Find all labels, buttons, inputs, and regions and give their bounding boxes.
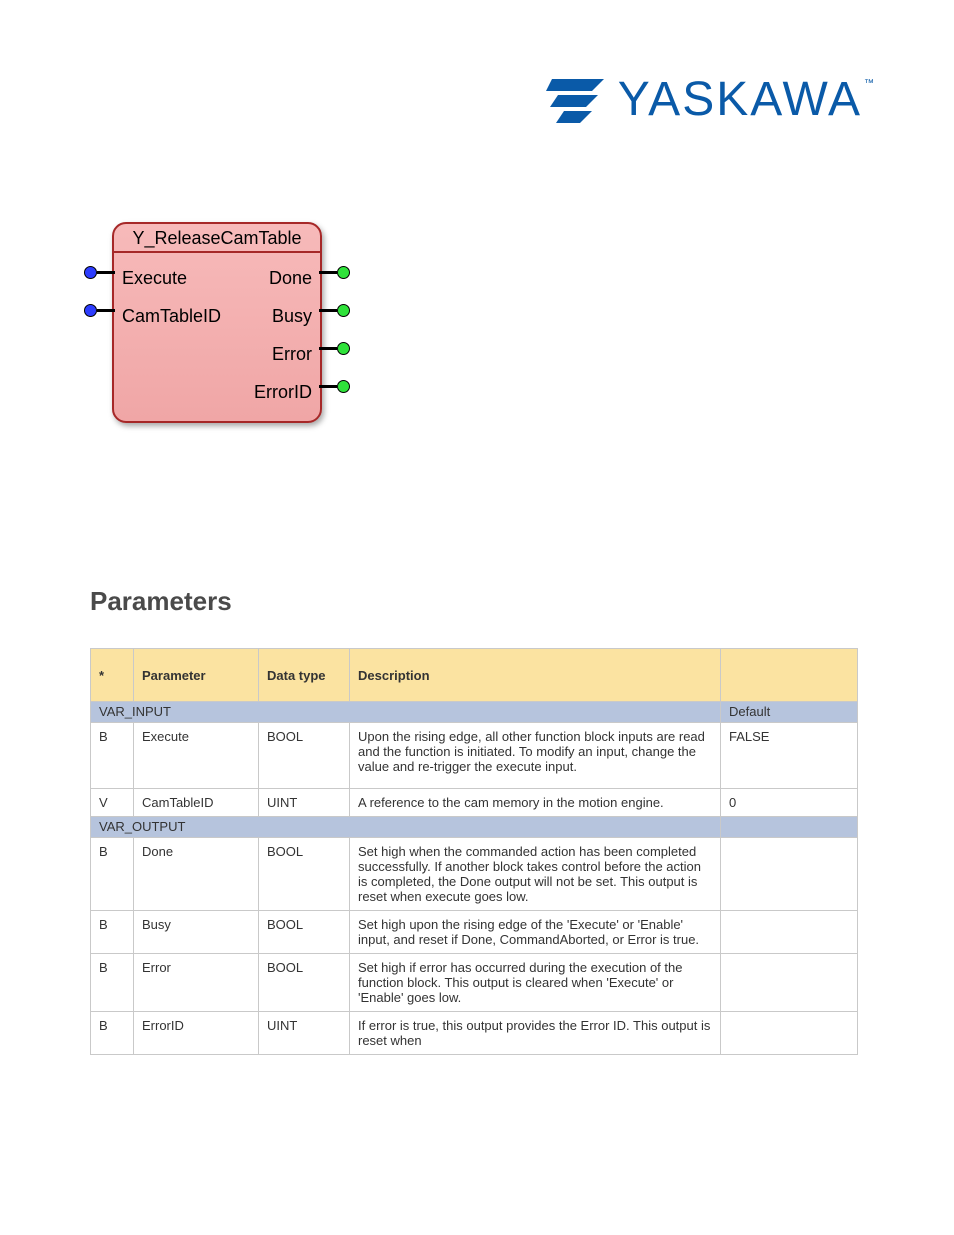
- pin-line: [319, 347, 337, 350]
- cell-flag: B: [91, 954, 134, 1012]
- section-label: VAR_OUTPUT: [91, 817, 721, 838]
- pin-line: [319, 385, 337, 388]
- function-block-title: Y_ReleaseCamTable: [114, 224, 320, 253]
- cell-default: [721, 838, 858, 911]
- function-block-body: Execute Done CamTableID Busy Error Error…: [114, 253, 320, 421]
- port-done-label: Done: [269, 268, 312, 289]
- pin-line: [97, 309, 115, 312]
- cell-default: FALSE: [721, 723, 858, 789]
- cell-default: [721, 954, 858, 1012]
- cell-datatype: BOOL: [259, 954, 350, 1012]
- pin-busy: [319, 304, 350, 317]
- cell-parameter: Done: [134, 838, 259, 911]
- section-var-output: VAR_OUTPUT: [91, 817, 858, 838]
- table-header-row: * Parameter Data type Description: [91, 649, 858, 702]
- cell-datatype: UINT: [259, 1012, 350, 1055]
- cell-flag: B: [91, 1012, 134, 1055]
- section-var-input: VAR_INPUT Default: [91, 702, 858, 723]
- function-block-diagram: Y_ReleaseCamTable Execute Done CamTableI…: [112, 222, 322, 423]
- pin-errorid: [319, 380, 350, 393]
- table-row: B ErrorID UINT If error is true, this ou…: [91, 1012, 858, 1055]
- pin-dot-icon: [337, 266, 350, 279]
- pin-error: [319, 342, 350, 355]
- port-execute-label: Execute: [122, 268, 187, 289]
- cell-flag: B: [91, 838, 134, 911]
- cell-parameter: Error: [134, 954, 259, 1012]
- header-parameter: Parameter: [134, 649, 259, 702]
- cell-default: [721, 1012, 858, 1055]
- header-description: Description: [350, 649, 721, 702]
- brand-icon: [546, 73, 610, 127]
- header-flag: *: [91, 649, 134, 702]
- document-page: YASKAWA ™ Y_ReleaseCamTable Execute Done…: [0, 0, 954, 1235]
- port-errorid-label: ErrorID: [254, 382, 312, 403]
- brand-tm: ™: [864, 78, 876, 89]
- cell-description: A reference to the cam memory in the mot…: [350, 789, 721, 817]
- cell-description: Set high if error has occurred during th…: [350, 954, 721, 1012]
- pin-camtableid: [84, 304, 115, 317]
- brand-name: YASKAWA ™: [618, 72, 876, 127]
- cell-datatype: BOOL: [259, 838, 350, 911]
- port-error-label: Error: [272, 344, 312, 365]
- section-default-label: Default: [721, 702, 858, 723]
- header-datatype: Data type: [259, 649, 350, 702]
- cell-parameter: Execute: [134, 723, 259, 789]
- pin-execute: [84, 266, 115, 279]
- pin-line: [319, 309, 337, 312]
- brand-name-text: YASKAWA: [618, 72, 862, 127]
- pin-line: [97, 271, 115, 274]
- port-busy-label: Busy: [272, 306, 312, 327]
- cell-description: Upon the rising edge, all other function…: [350, 723, 721, 789]
- function-block: Y_ReleaseCamTable Execute Done CamTableI…: [112, 222, 322, 423]
- cell-flag: B: [91, 911, 134, 954]
- parameters-table: * Parameter Data type Description VAR_IN…: [90, 648, 858, 1055]
- cell-description: If error is true, this output provides t…: [350, 1012, 721, 1055]
- cell-parameter: ErrorID: [134, 1012, 259, 1055]
- table-row: B Busy BOOL Set high upon the rising edg…: [91, 911, 858, 954]
- table-row: V CamTableID UINT A reference to the cam…: [91, 789, 858, 817]
- table-row: B Execute BOOL Upon the rising edge, all…: [91, 723, 858, 789]
- cell-datatype: BOOL: [259, 911, 350, 954]
- cell-parameter: CamTableID: [134, 789, 259, 817]
- cell-description: Set high when the commanded action has b…: [350, 838, 721, 911]
- pin-line: [319, 271, 337, 274]
- brand-logo: YASKAWA ™: [546, 72, 876, 127]
- section-label: VAR_INPUT: [91, 702, 721, 723]
- parameters-heading: Parameters: [90, 586, 232, 617]
- cell-datatype: UINT: [259, 789, 350, 817]
- cell-datatype: BOOL: [259, 723, 350, 789]
- pin-dot-icon: [84, 304, 97, 317]
- pin-done: [319, 266, 350, 279]
- table-row: B Error BOOL Set high if error has occur…: [91, 954, 858, 1012]
- port-camtableid-label: CamTableID: [122, 306, 221, 327]
- pin-dot-icon: [337, 304, 350, 317]
- cell-flag: V: [91, 789, 134, 817]
- cell-flag: B: [91, 723, 134, 789]
- pin-dot-icon: [84, 266, 97, 279]
- pin-dot-icon: [337, 380, 350, 393]
- cell-parameter: Busy: [134, 911, 259, 954]
- cell-default: [721, 911, 858, 954]
- section-default-label: [721, 817, 858, 838]
- pin-dot-icon: [337, 342, 350, 355]
- cell-default: 0: [721, 789, 858, 817]
- cell-description: Set high upon the rising edge of the 'Ex…: [350, 911, 721, 954]
- table-row: B Done BOOL Set high when the commanded …: [91, 838, 858, 911]
